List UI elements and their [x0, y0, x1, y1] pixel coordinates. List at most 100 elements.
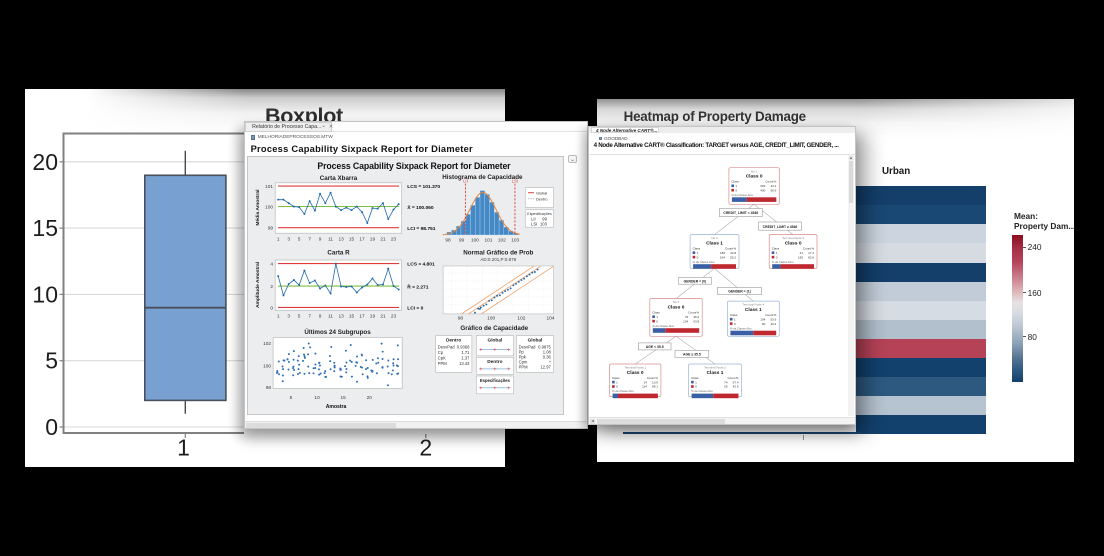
svg-text:100: 100 — [488, 316, 496, 322]
svg-text:Cp: Cp — [438, 350, 444, 355]
svg-text:11: 11 — [328, 314, 333, 320]
svg-text:99: 99 — [459, 238, 465, 244]
svg-text:3: 3 — [288, 314, 291, 320]
svg-text:*: * — [550, 360, 552, 365]
svg-text:Process Capability Sixpack Rep: Process Capability Sixpack Report for Di… — [318, 161, 512, 171]
svg-text:+: + — [493, 368, 497, 374]
svg-text:Amostra: Amostra — [326, 405, 347, 411]
svg-text:21: 21 — [381, 314, 387, 320]
svg-text:76: 76 — [684, 315, 688, 319]
svg-text:41: 41 — [799, 251, 803, 255]
svg-text:15: 15 — [341, 395, 347, 401]
svg-text:Cpm: Cpm — [519, 360, 528, 365]
svg-text:12.97: 12.97 — [541, 365, 552, 370]
svg-text:7: 7 — [309, 314, 312, 320]
svg-text:+: + — [507, 368, 511, 374]
svg-text:134: 134 — [683, 319, 688, 323]
svg-text:5: 5 — [290, 395, 293, 401]
svg-text:7: 7 — [309, 237, 312, 243]
svg-text:AGE ≥ 35.5: AGE ≥ 35.5 — [683, 353, 701, 357]
svg-text:Dentro: Dentro — [488, 359, 503, 365]
svg-text:5: 5 — [298, 314, 301, 320]
svg-text:0: 0 — [45, 414, 58, 440]
svg-text:Count: Count — [646, 376, 654, 380]
svg-text:10: 10 — [315, 395, 321, 401]
svg-text:0: 0 — [733, 322, 735, 326]
svg-text:Global: Global — [536, 192, 547, 196]
svg-text:13: 13 — [339, 314, 345, 320]
svg-text:164: 164 — [720, 255, 725, 259]
svg-text:55.2: 55.2 — [730, 255, 736, 259]
svg-text:0: 0 — [775, 255, 777, 259]
svg-text:% da Classe Alvo: % da Classe Alvo — [771, 260, 793, 264]
svg-text:% da Classe Alvo: % da Classe Alvo — [692, 260, 714, 264]
svg-text:1: 1 — [735, 184, 737, 188]
svg-text:1: 1 — [616, 380, 618, 384]
svg-text:0.36: 0.36 — [543, 355, 552, 360]
svg-text:Terminal Node 2: Terminal Node 2 — [704, 365, 726, 369]
svg-text:55: 55 — [724, 385, 728, 389]
svg-text:Nó 3: Nó 3 — [672, 300, 679, 304]
svg-text:98: 98 — [458, 316, 464, 322]
svg-text:Class: Class — [612, 376, 620, 380]
svg-text:% da Classe Alvo: % da Classe Alvo — [612, 389, 634, 393]
svg-text:1.37: 1.37 — [462, 356, 471, 361]
svg-text:43.1: 43.1 — [770, 184, 776, 188]
svg-text:13: 13 — [339, 237, 345, 243]
svg-text:10.9: 10.9 — [652, 380, 658, 384]
svg-text:LCI = 0: LCI = 0 — [408, 306, 424, 312]
svg-text:57.4: 57.4 — [732, 380, 738, 384]
svg-text:Class: Class — [729, 313, 737, 317]
svg-text:Dentro: Dentro — [536, 198, 548, 202]
svg-text:0: 0 — [735, 188, 737, 192]
svg-text:X̄ = 100.060: X̄ = 100.060 — [408, 205, 435, 212]
svg-text:Class 0: Class 0 — [784, 240, 801, 246]
svg-text:LCS = 4.801: LCS = 4.801 — [408, 262, 436, 268]
svg-text:LCS = 101.370: LCS = 101.370 — [408, 185, 441, 191]
svg-text:GENDER = (0): GENDER = (0) — [683, 279, 706, 283]
svg-text:74: 74 — [724, 380, 728, 384]
svg-text:AGE < 35.5: AGE < 35.5 — [645, 345, 663, 349]
svg-text:Class: Class — [692, 246, 700, 250]
svg-text:+: + — [479, 386, 483, 392]
svg-text:303: 303 — [760, 184, 765, 188]
svg-text:+: + — [479, 368, 483, 374]
svg-text:1: 1 — [775, 251, 777, 255]
svg-text:Normal Gráfico de Prob: Normal Gráfico de Prob — [463, 250, 533, 257]
svg-text:99: 99 — [543, 217, 548, 222]
svg-text:Média Amostral: Média Amostral — [255, 189, 261, 226]
svg-text:%: % — [773, 313, 776, 317]
svg-text:Terminal Node 3: Terminal Node 3 — [782, 236, 804, 240]
svg-text:101: 101 — [485, 238, 493, 244]
svg-text:Carta R: Carta R — [328, 250, 351, 257]
svg-text:14: 14 — [643, 380, 647, 384]
svg-text:Carta Xbarra: Carta Xbarra — [320, 175, 358, 182]
svg-text:PPM: PPM — [438, 361, 448, 366]
svg-text:Class 0: Class 0 — [745, 174, 762, 180]
svg-text:2: 2 — [271, 285, 274, 291]
svg-text:1.08: 1.08 — [543, 350, 552, 355]
svg-text:Count: Count — [725, 246, 733, 250]
svg-text:0.9875: 0.9875 — [538, 345, 551, 350]
svg-text:Terminal Node 4: Terminal Node 4 — [742, 303, 764, 307]
svg-text:CREDIT_LIMIT ≥ 4546: CREDIT_LIMIT ≥ 4546 — [762, 225, 797, 229]
svg-text:100: 100 — [471, 238, 479, 244]
svg-text:13.43: 13.43 — [459, 361, 470, 366]
svg-text:% da Classe Alvo: % da Classe Alvo — [691, 389, 713, 393]
svg-text:1: 1 — [656, 315, 658, 319]
svg-text:99: 99 — [268, 226, 274, 232]
svg-text:0: 0 — [616, 385, 618, 389]
svg-text:Global: Global — [488, 338, 503, 344]
svg-text:LCI = 98.751: LCI = 98.751 — [408, 226, 436, 232]
svg-text:20: 20 — [367, 395, 373, 401]
svg-text:Count: Count — [765, 180, 773, 184]
svg-text:+: + — [479, 348, 483, 354]
svg-text:% da Classe Alvo: % da Classe Alvo — [729, 326, 751, 330]
svg-text:DesvPad: DesvPad — [438, 345, 456, 350]
svg-text:LSI: LSI — [512, 179, 518, 184]
svg-text:Class 1: Class 1 — [706, 240, 723, 246]
svg-text:2: 2 — [419, 434, 432, 460]
svg-text:53.6: 53.6 — [770, 317, 776, 321]
svg-text:DesvPad: DesvPad — [519, 345, 537, 350]
svg-text:5: 5 — [298, 237, 301, 243]
